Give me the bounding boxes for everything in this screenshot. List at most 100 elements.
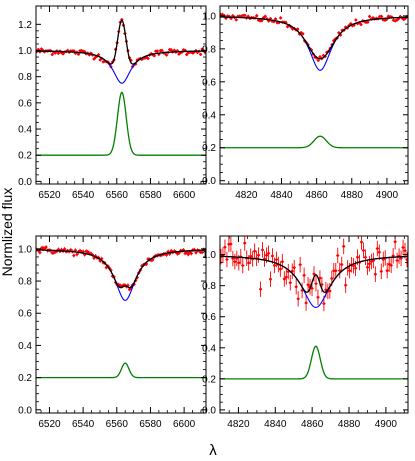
data-point [246,15,250,18]
data-point [66,49,69,52]
data-point [185,251,188,254]
data-point [255,14,259,17]
data-point [318,55,322,59]
y-tick-label: 0.2 [18,373,32,384]
y-tick-label: 0.4 [18,125,32,136]
data-point [92,57,96,61]
model-line [36,249,206,289]
x-tick-label: 4840 [264,419,287,430]
y-tick-label: 0.6 [18,98,32,109]
data-point [405,258,408,261]
data-point [301,32,305,36]
x-tick-label: 6520 [38,190,61,201]
data-point [260,19,264,22]
data-point [401,246,405,249]
x-tick-label: 4820 [235,190,258,201]
data-point [281,260,284,264]
y-tick-label: 0.8 [18,72,32,83]
data-point [271,254,274,258]
plot-area [36,17,206,156]
data-point [190,252,193,255]
panel-frame [35,235,207,414]
data-point [334,269,338,273]
emission-line [36,362,206,379]
data-point [253,249,256,253]
data-point [336,254,340,257]
emission-line [220,345,408,380]
data-point [304,301,308,305]
data-point [199,53,202,56]
x-tick-label: 4880 [341,190,364,201]
x-tick-label: 4860 [301,419,324,430]
data-point [385,269,389,272]
data-point [314,282,318,285]
data-point [399,257,403,260]
panel-top-right: 0.0 0.2 0.4 0.6 0.8 1.0 4820 4840 4860 4880 4900 [202,5,409,201]
y-tick-label: 1.0 [18,244,32,255]
data-point [40,47,43,51]
observed-series [36,245,206,292]
y-tick-label: 1.0 [202,250,216,261]
data-point [173,48,176,52]
data-point [83,50,86,53]
data-point [368,262,371,266]
data-point [223,245,227,249]
y-tick-label: 0.8 [202,44,216,55]
data-point [352,264,355,268]
data-point [160,49,164,52]
data-point [233,260,237,263]
plot-area [220,12,408,149]
data-point [261,248,264,252]
data-point [231,14,235,18]
data-point [237,261,241,265]
data-point [342,245,345,248]
data-point [284,275,288,279]
data-point [316,59,320,62]
data-point [44,245,48,249]
photospheric-line [36,50,206,84]
x-tick-label: 6540 [72,419,95,430]
y-tick-label: 1.0 [18,46,32,57]
y-tick-label: 0.0 [18,177,32,188]
data-point [395,18,399,22]
x-tick-label: 6540 [72,190,95,201]
x-tick-label: 6580 [139,419,162,430]
data-point [259,287,262,291]
data-point [194,251,198,254]
y-tick-label: 0.0 [18,405,32,416]
data-point [348,269,351,272]
data-point [243,14,247,17]
data-point [63,247,66,251]
data-point [74,248,77,252]
emission-line [220,135,408,149]
data-point [378,250,381,254]
data-point [316,295,320,299]
data-point [273,264,276,267]
data-point [372,259,375,262]
data-point [225,258,229,261]
data-point [362,249,365,252]
data-point [249,254,252,258]
data-point [265,253,268,257]
y-tick-label: 0.4 [202,343,216,354]
data-point [338,269,342,272]
data-point [283,277,286,281]
data-point [229,242,233,246]
data-point [318,276,322,280]
x-tick-label: 6520 [38,419,61,430]
data-point [279,16,282,20]
y-tick-label: 0.8 [202,281,216,292]
data-point [320,283,324,286]
data-point [368,15,371,18]
panel-bottom-right: 0.0 0.2 0.4 0.6 0.8 1.0 4820 4840 4860 4880 4900 [202,235,409,430]
x-axis-title: λ [209,442,217,459]
x-tick-label: 4900 [376,190,399,201]
data-point [364,255,367,259]
data-point [322,302,326,305]
data-point [269,277,272,281]
y-tick-label: 0.2 [202,143,216,154]
y-tick-label: 0.8 [18,277,32,288]
data-point [310,287,314,290]
data-point [146,57,150,60]
data-point [389,263,393,267]
